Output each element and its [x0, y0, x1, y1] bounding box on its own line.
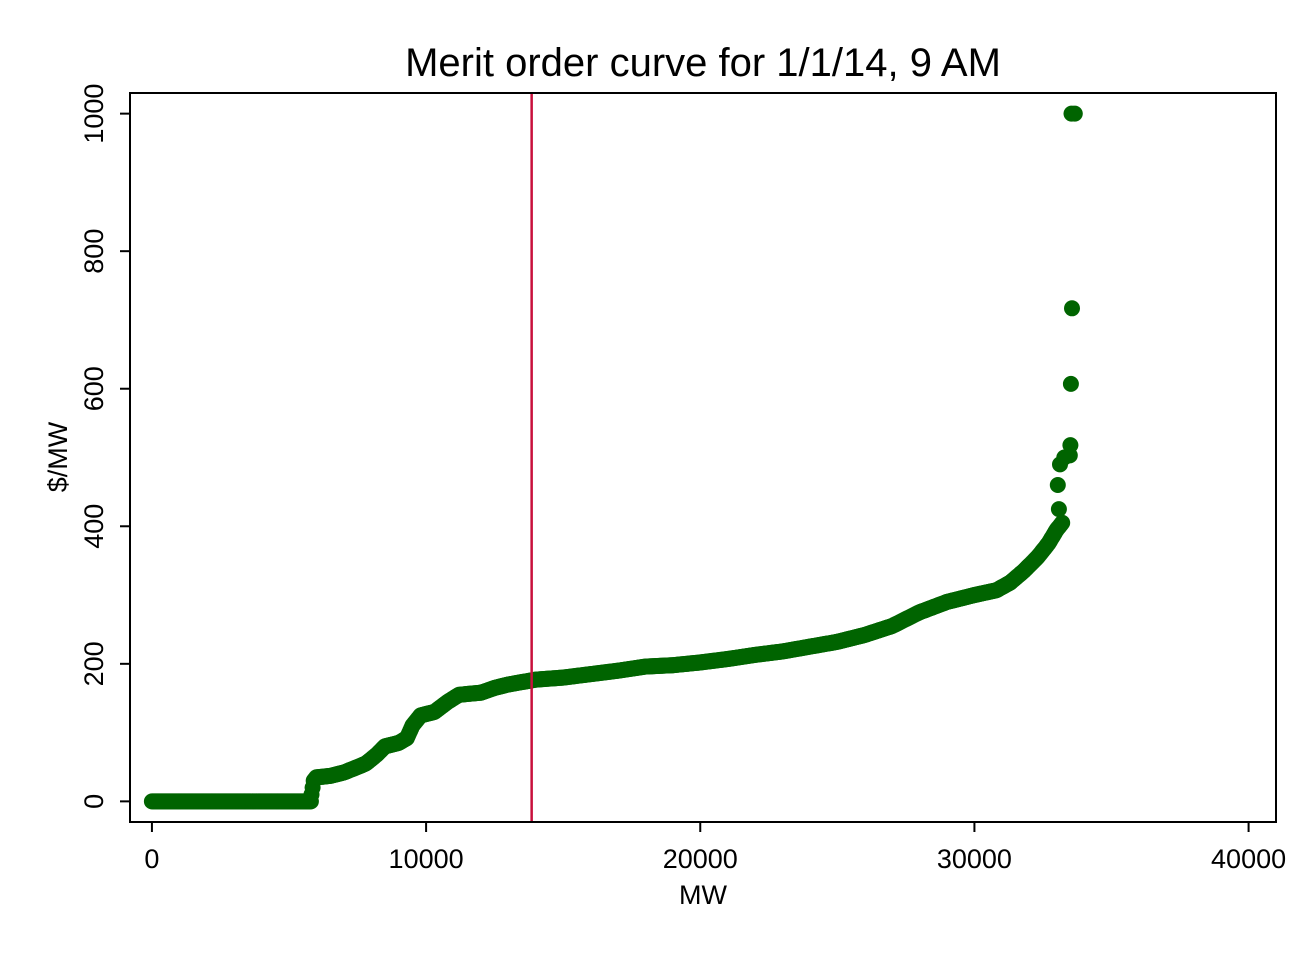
chart-title: Merit order curve for 1/1/14, 9 AM — [405, 41, 1001, 85]
data-point — [1062, 437, 1079, 454]
y-tick-label: 0 — [79, 794, 109, 809]
data-point — [1062, 375, 1079, 392]
y-tick-label: 600 — [79, 366, 109, 411]
x-tick-label: 20000 — [663, 844, 738, 874]
x-tick-label: 30000 — [937, 844, 1012, 874]
y-tick-label: 800 — [79, 229, 109, 274]
y-axis-label: $/MW — [43, 421, 73, 492]
data-point — [1066, 105, 1083, 122]
data-point — [1050, 501, 1067, 518]
y-tick-label: 200 — [79, 641, 109, 686]
y-tick-label: 1000 — [79, 84, 109, 144]
x-axis-label: MW — [679, 880, 727, 910]
y-axis: 0 200 400 600 800 1000 — [79, 84, 130, 809]
y-tick-label: 400 — [79, 504, 109, 549]
x-axis: 0 10000 20000 30000 40000 — [144, 822, 1286, 874]
data-point — [1064, 300, 1080, 317]
x-tick-label: 10000 — [389, 844, 464, 874]
x-tick-label: 0 — [144, 844, 159, 874]
plot-frame — [129, 92, 1277, 823]
data-point — [1054, 514, 1071, 531]
plot-area — [143, 93, 1083, 822]
data-point — [1049, 477, 1066, 493]
x-tick-label: 40000 — [1211, 844, 1286, 874]
